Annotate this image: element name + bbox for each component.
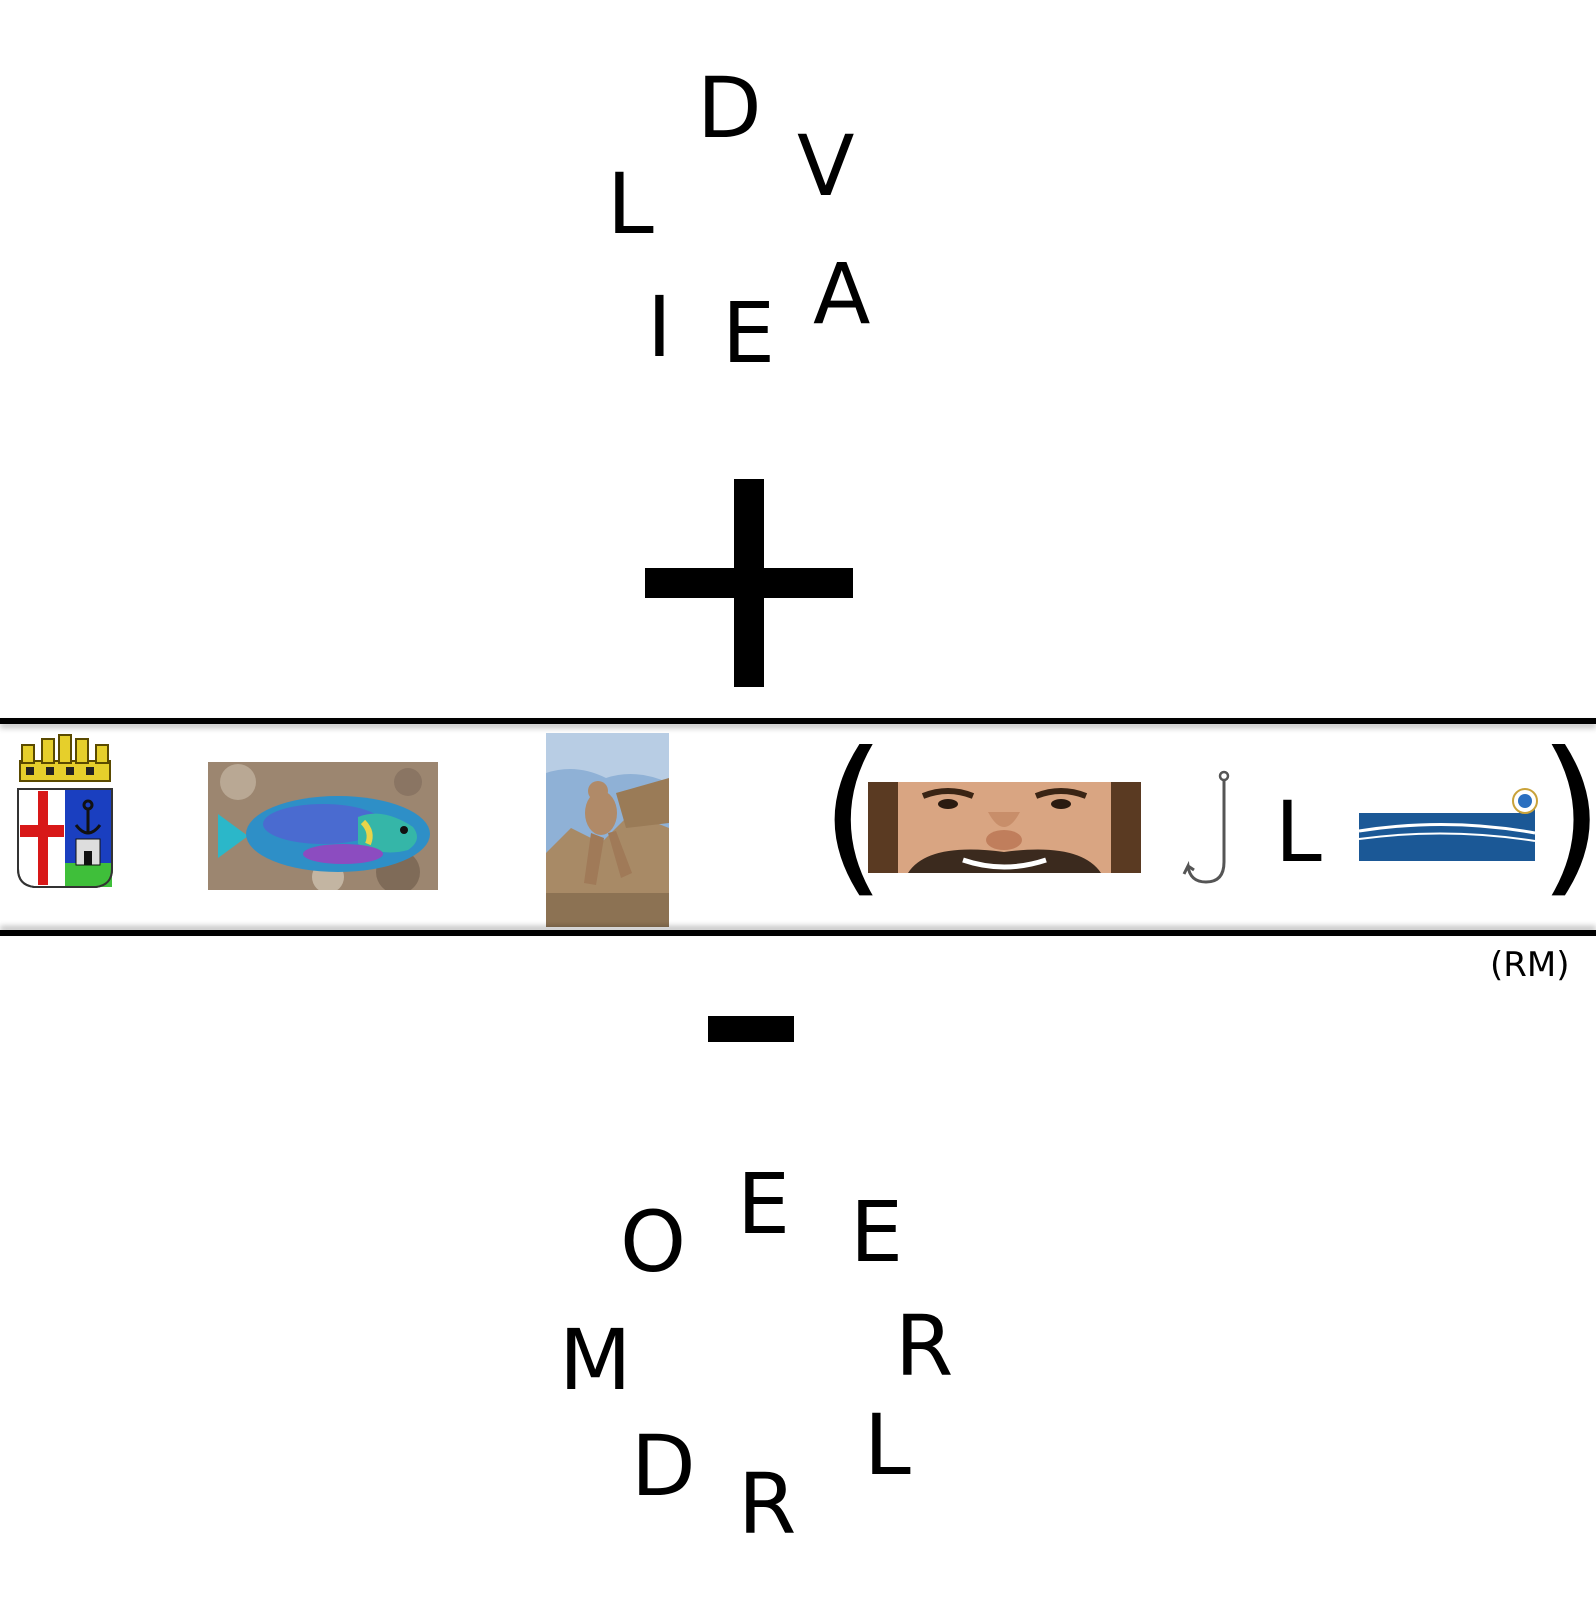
top-letter-d: D <box>697 59 762 157</box>
top-letter-v: V <box>797 117 855 215</box>
top-letter-e: E <box>722 284 776 382</box>
bottom-letter-d: D <box>631 1417 696 1515</box>
bottom-letter-r1: R <box>895 1297 954 1395</box>
top-letter-l: L <box>607 155 654 253</box>
bottom-letter-e2: E <box>850 1183 904 1281</box>
bottom-letter-o: O <box>620 1193 687 1291</box>
band-bottom-line <box>0 930 1596 936</box>
parrotfish-image <box>208 762 438 890</box>
fish-hook-icon <box>1182 770 1232 890</box>
top-letter-a: A <box>813 245 871 343</box>
bottom-letter-r2: R <box>738 1455 797 1553</box>
bottom-letter-m: M <box>559 1311 632 1409</box>
minus-sign <box>708 1016 794 1042</box>
middle-letter-l: L <box>1275 783 1322 881</box>
blue-logo-image <box>1357 787 1539 861</box>
bottom-letter-e1: E <box>737 1155 791 1253</box>
close-paren: ) <box>1538 730 1596 900</box>
plus-sign <box>645 479 853 687</box>
top-letter-i: I <box>647 278 672 376</box>
coat-of-arms-icon <box>12 733 118 891</box>
province-label: (RM) <box>1490 945 1570 985</box>
smiling-face-image <box>868 782 1141 873</box>
statue-image <box>546 733 669 927</box>
bottom-letter-l: L <box>864 1396 911 1494</box>
band-top-line <box>0 718 1596 724</box>
